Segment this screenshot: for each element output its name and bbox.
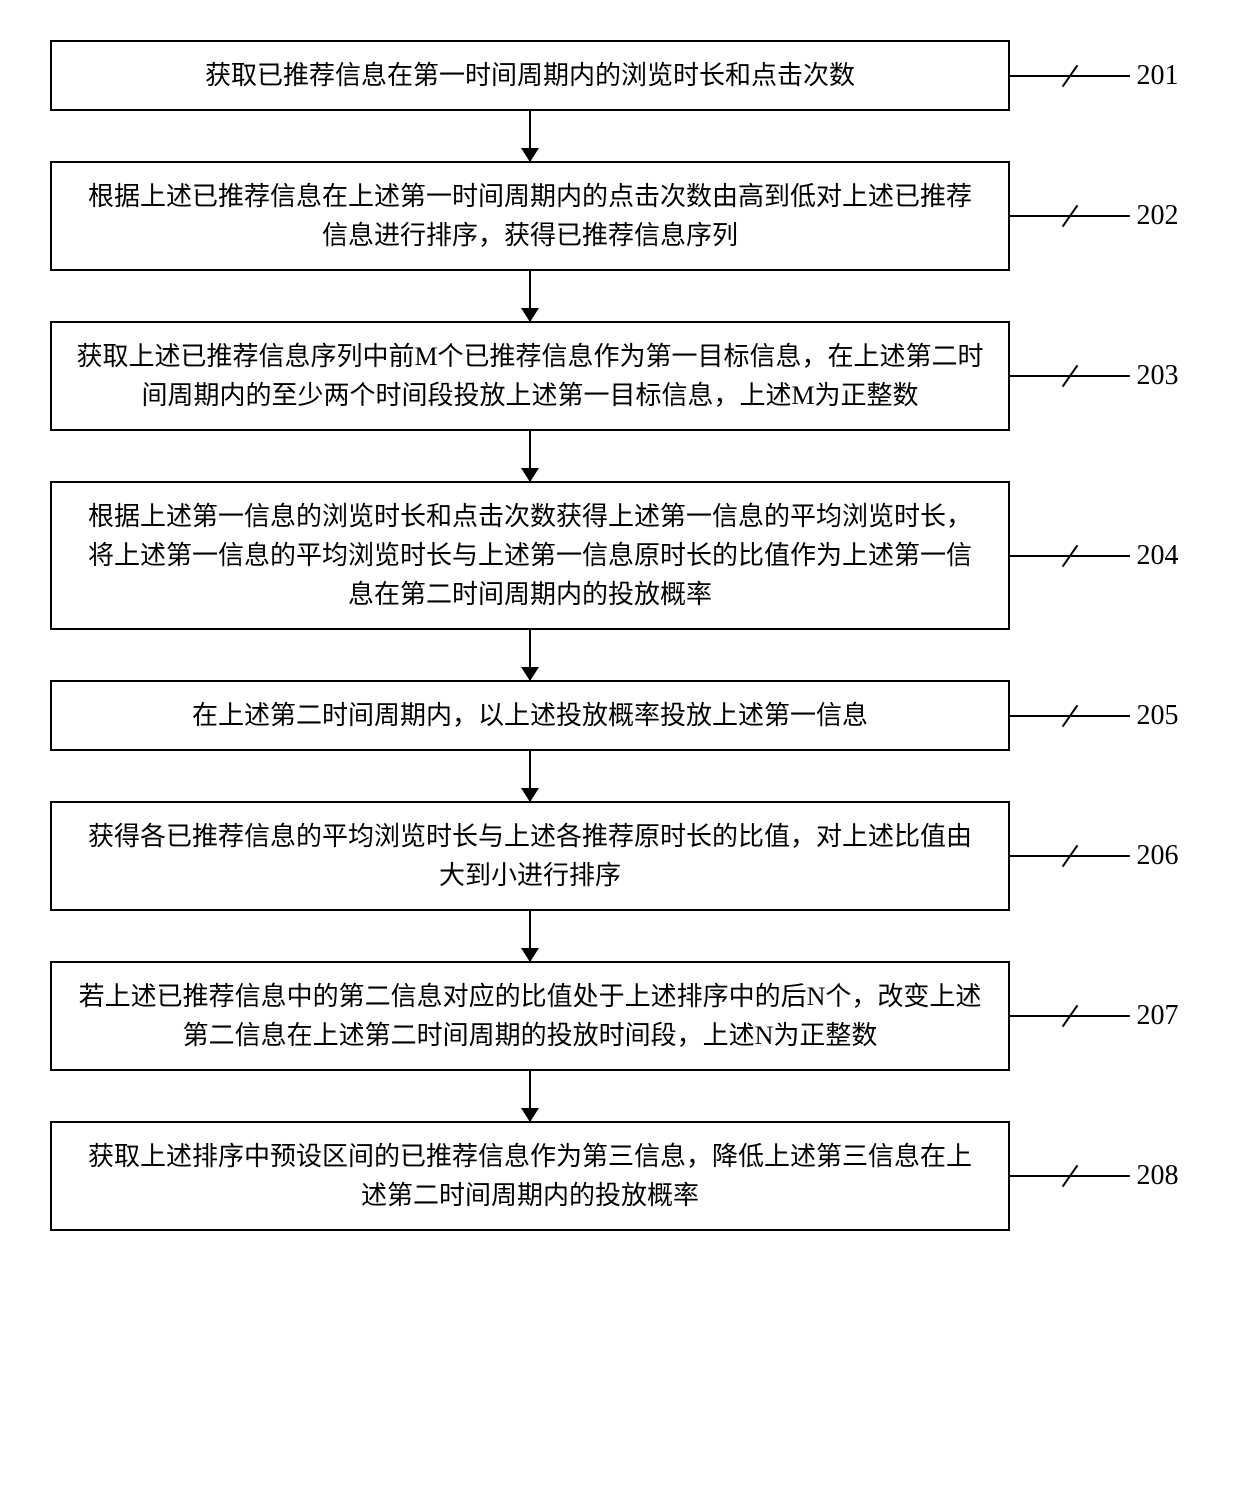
step-box-203: 获取上述已推荐信息序列中前M个已推荐信息作为第一目标信息，在上述第二时间周期内的…	[50, 321, 1010, 431]
step-row-208: 获取上述排序中预设区间的已推荐信息作为第三信息，降低上述第三信息在上述第二时间周…	[20, 1121, 1220, 1231]
connector-206	[1010, 801, 1130, 911]
step-box-204: 根据上述第一信息的浏览时长和点击次数获得上述第一信息的平均浏览时长，将上述第一信…	[50, 481, 1010, 630]
step-box-201: 获取已推荐信息在第一时间周期内的浏览时长和点击次数	[50, 40, 1010, 111]
step-number: 203	[1130, 360, 1185, 392]
step-row-204: 根据上述第一信息的浏览时长和点击次数获得上述第一信息的平均浏览时长，将上述第一信…	[20, 481, 1220, 630]
step-text: 获取已推荐信息在第一时间周期内的浏览时长和点击次数	[205, 56, 855, 95]
step-number: 201	[1130, 60, 1185, 92]
arrow-206-207	[50, 911, 1010, 961]
arrow-202-203	[50, 271, 1010, 321]
step-box-202: 根据上述已推荐信息在上述第一时间周期内的点击次数由高到低对上述已推荐信息进行排序…	[50, 161, 1010, 271]
step-number: 208	[1130, 1160, 1185, 1192]
step-number: 202	[1130, 200, 1185, 232]
step-text: 根据上述第一信息的浏览时长和点击次数获得上述第一信息的平均浏览时长，将上述第一信…	[76, 497, 984, 614]
step-box-208: 获取上述排序中预设区间的已推荐信息作为第三信息，降低上述第三信息在上述第二时间周…	[50, 1121, 1010, 1231]
step-text: 在上述第二时间周期内，以上述投放概率投放上述第一信息	[192, 696, 868, 735]
step-row-205: 在上述第二时间周期内，以上述投放概率投放上述第一信息 205	[20, 680, 1220, 751]
step-box-207: 若上述已推荐信息中的第二信息对应的比值处于上述排序中的后N个，改变上述第二信息在…	[50, 961, 1010, 1071]
arrow-207-208	[50, 1071, 1010, 1121]
connector-208	[1010, 1121, 1130, 1231]
step-text: 若上述已推荐信息中的第二信息对应的比值处于上述排序中的后N个，改变上述第二信息在…	[76, 977, 984, 1055]
connector-204	[1010, 481, 1130, 630]
step-row-201: 获取已推荐信息在第一时间周期内的浏览时长和点击次数 201	[20, 40, 1220, 111]
step-row-206: 获得各已推荐信息的平均浏览时长与上述各推荐原时长的比值，对上述比值由大到小进行排…	[20, 801, 1220, 911]
connector-203	[1010, 321, 1130, 431]
connector-202	[1010, 161, 1130, 271]
step-text: 获取上述排序中预设区间的已推荐信息作为第三信息，降低上述第三信息在上述第二时间周…	[76, 1137, 984, 1215]
step-number: 207	[1130, 1000, 1185, 1032]
step-text: 获得各已推荐信息的平均浏览时长与上述各推荐原时长的比值，对上述比值由大到小进行排…	[76, 817, 984, 895]
step-text: 获取上述已推荐信息序列中前M个已推荐信息作为第一目标信息，在上述第二时间周期内的…	[76, 337, 984, 415]
arrow-201-202	[50, 111, 1010, 161]
step-number: 206	[1130, 840, 1185, 872]
step-number: 205	[1130, 700, 1185, 732]
connector-201	[1010, 40, 1130, 111]
step-box-205: 在上述第二时间周期内，以上述投放概率投放上述第一信息	[50, 680, 1010, 751]
arrow-204-205	[50, 630, 1010, 680]
arrow-205-206	[50, 751, 1010, 801]
connector-205	[1010, 680, 1130, 751]
step-row-207: 若上述已推荐信息中的第二信息对应的比值处于上述排序中的后N个，改变上述第二信息在…	[20, 961, 1220, 1071]
step-text: 根据上述已推荐信息在上述第一时间周期内的点击次数由高到低对上述已推荐信息进行排序…	[76, 177, 984, 255]
step-box-206: 获得各已推荐信息的平均浏览时长与上述各推荐原时长的比值，对上述比值由大到小进行排…	[50, 801, 1010, 911]
step-row-203: 获取上述已推荐信息序列中前M个已推荐信息作为第一目标信息，在上述第二时间周期内的…	[20, 321, 1220, 431]
step-number: 204	[1130, 540, 1185, 572]
flowchart-container: 获取已推荐信息在第一时间周期内的浏览时长和点击次数 201 根据上述已推荐信息在…	[20, 40, 1220, 1231]
step-row-202: 根据上述已推荐信息在上述第一时间周期内的点击次数由高到低对上述已推荐信息进行排序…	[20, 161, 1220, 271]
arrow-203-204	[50, 431, 1010, 481]
connector-207	[1010, 961, 1130, 1071]
